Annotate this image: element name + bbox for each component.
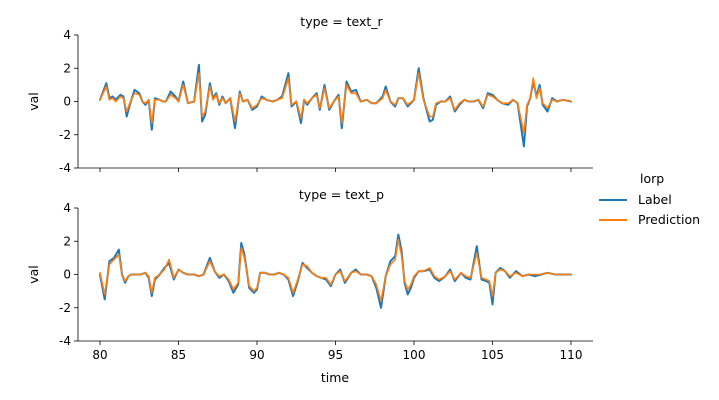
y-axis-label: val xyxy=(26,265,41,284)
series-line-label xyxy=(99,233,572,309)
legend-entry-label: Label xyxy=(638,192,672,207)
y-tick-label: 0 xyxy=(63,95,71,109)
y-tick-label: 4 xyxy=(63,201,71,215)
x-tick-label: 105 xyxy=(481,348,504,362)
y-tick-label: -2 xyxy=(59,128,71,142)
x-axis: 80 85 90 95 100 105 110 xyxy=(92,341,582,362)
legend-entry-prediction: Prediction xyxy=(638,212,700,227)
x-tick-label: 100 xyxy=(403,348,426,362)
legend: lorp Label Prediction xyxy=(599,171,700,227)
x-axis-label: time xyxy=(321,370,350,385)
y-axis-label: val xyxy=(26,92,41,111)
x-tick-label: 80 xyxy=(92,348,107,362)
y-tick-label: 2 xyxy=(63,61,71,75)
y-tick-label: 0 xyxy=(63,268,71,282)
x-tick-label: 110 xyxy=(560,348,583,362)
x-tick-label: 95 xyxy=(328,348,343,362)
series-line-prediction xyxy=(99,238,572,302)
y-tick-label: -4 xyxy=(59,334,71,348)
facet-panel-2: type = text_p -4 -2 0 2 4 val xyxy=(26,187,593,348)
panel-title: type = text_r xyxy=(300,14,383,29)
y-tick-label: -2 xyxy=(59,301,71,315)
x-tick-label: 85 xyxy=(171,348,186,362)
legend-title: lorp xyxy=(640,171,664,186)
series-line-prediction xyxy=(99,72,572,134)
x-tick-label: 90 xyxy=(249,348,264,362)
facet-panel-1: type = text_r -4 -2 0 2 4 val xyxy=(26,14,593,175)
series-line-label xyxy=(99,63,572,148)
y-tick-label: -4 xyxy=(59,161,71,175)
y-tick-label: 4 xyxy=(63,28,71,42)
panel-title: type = text_p xyxy=(299,187,384,202)
y-tick-label: 2 xyxy=(63,234,71,248)
